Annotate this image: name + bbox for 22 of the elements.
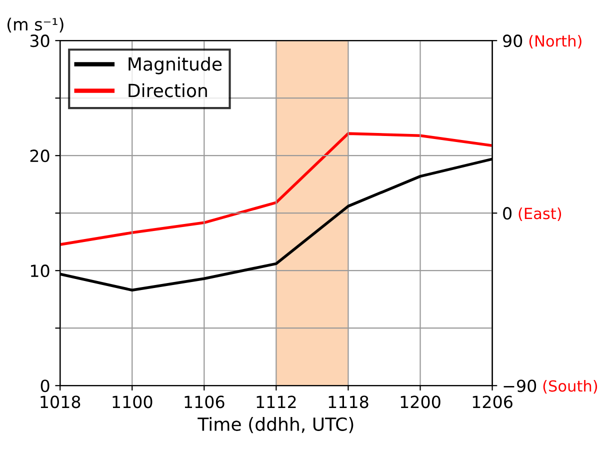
x-tick-label: 1200 xyxy=(400,396,440,408)
x-tick-label: 1118 xyxy=(328,396,368,408)
y-tick-label: 10 xyxy=(30,264,50,278)
legend-label: Magnitude xyxy=(128,56,222,74)
text: (East) xyxy=(518,207,562,222)
x-axis-title: Time (ddhh, UTC) xyxy=(198,417,354,434)
y2-tick-label: 0 xyxy=(503,207,512,220)
y-tick-label: 30 xyxy=(30,34,50,48)
x-tick-label: 1018 xyxy=(40,396,80,408)
line-series xyxy=(60,132,492,246)
y2-tick-label: 90 xyxy=(503,34,522,48)
x-tick-label: 1112 xyxy=(256,396,296,408)
text: (North) xyxy=(529,34,582,49)
x-tick-label: 1106 xyxy=(184,396,224,408)
x-tick-label: 1206 xyxy=(472,396,512,408)
y-axis-title: (m s⁻¹) xyxy=(8,18,64,33)
y2-tick-label: −90 xyxy=(504,380,536,392)
x-tick-label: 1100 xyxy=(112,396,152,408)
text: (South) xyxy=(543,380,598,394)
y-tick-label: 20 xyxy=(30,150,50,162)
y-tick-label: 0 xyxy=(40,380,50,392)
legend-label: Direction xyxy=(128,83,207,98)
